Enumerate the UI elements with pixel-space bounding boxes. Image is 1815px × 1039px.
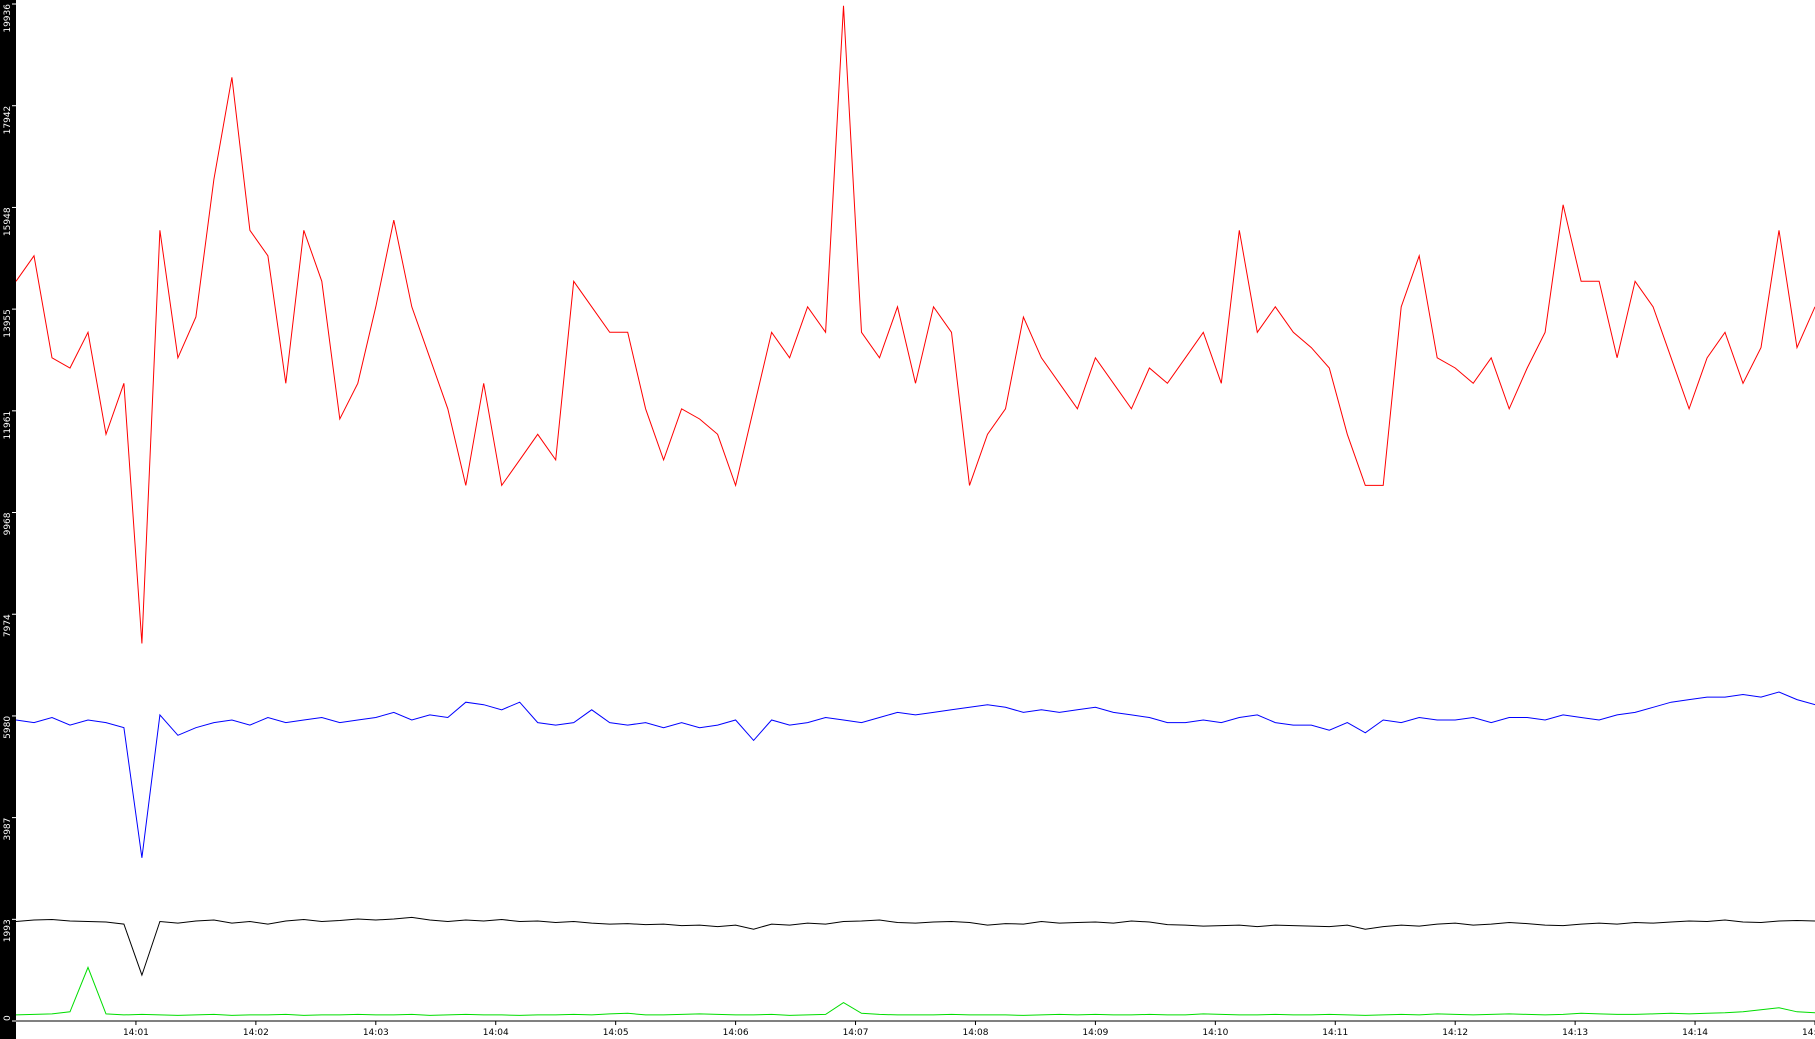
x-tick-label: 14:13: [1562, 1028, 1588, 1038]
x-tick-label: 14:02: [243, 1028, 269, 1038]
y-tick-label: 0: [3, 1015, 13, 1021]
y-tick-label: 19936: [3, 4, 13, 33]
x-tick-label: 14:15: [1802, 1028, 1815, 1038]
x-tick-label: 14:04: [483, 1028, 509, 1038]
y-tick-label: 11961: [3, 411, 13, 440]
axis-strip: [0, 0, 16, 1039]
x-tick-label: 14:08: [962, 1028, 988, 1038]
y-tick-label: 1993: [3, 919, 13, 942]
y-tick-label: 17942: [3, 106, 13, 135]
y-tick-label: 13955: [3, 309, 13, 338]
x-tick-label: 14:12: [1442, 1028, 1468, 1038]
x-tick-label: 14:05: [603, 1028, 629, 1038]
x-tick-label: 14:11: [1322, 1028, 1348, 1038]
y-tick-label: 3987: [3, 818, 13, 841]
y-tick-label: 5980: [3, 716, 13, 739]
x-tick-label: 14:07: [843, 1028, 869, 1038]
series-line: [15, 916, 1815, 977]
x-tick-label: 14:09: [1082, 1028, 1108, 1038]
y-tick-label: 7974: [3, 614, 13, 637]
y-tick-label: 15948: [3, 207, 13, 236]
x-tick-label: 14:01: [123, 1028, 149, 1038]
x-tick-label: 14:14: [1682, 1028, 1708, 1038]
series-line: [15, 691, 1815, 858]
x-tick-label: 14:06: [723, 1028, 749, 1038]
x-tick-label: 14:03: [363, 1028, 389, 1038]
series-line: [15, 966, 1815, 1016]
series-line: [15, 5, 1815, 644]
x-tick-label: 14:10: [1202, 1028, 1228, 1038]
y-tick-label: 9968: [3, 512, 13, 535]
